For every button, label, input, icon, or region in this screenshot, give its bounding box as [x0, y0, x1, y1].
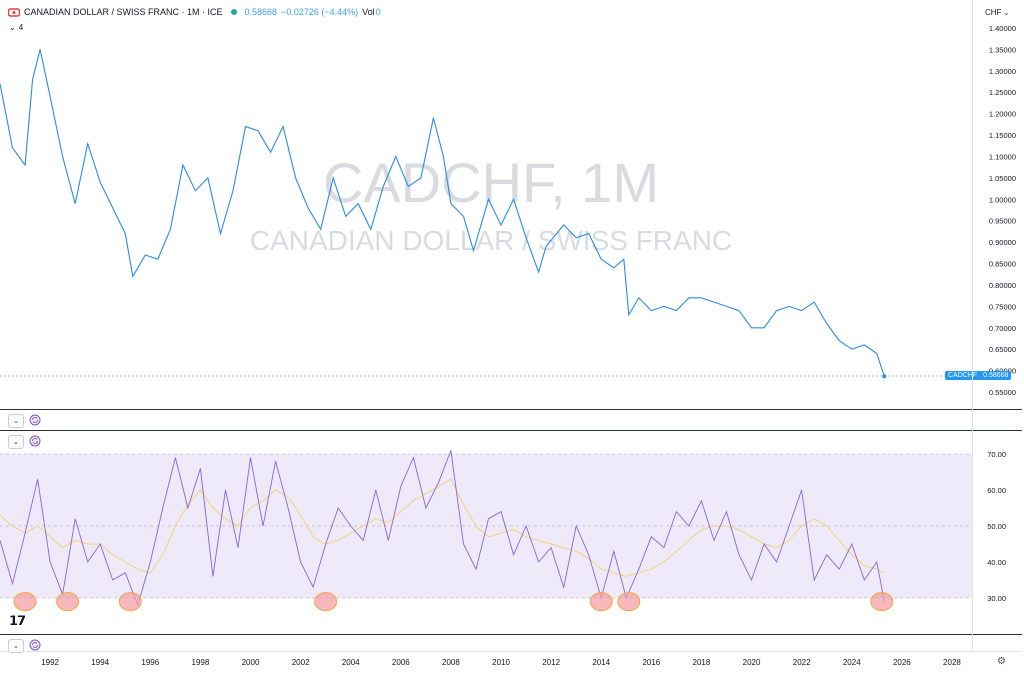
- rsi-line: [0, 450, 885, 607]
- pane-separator[interactable]: [0, 430, 1022, 431]
- time-tick-label: 2018: [693, 658, 711, 667]
- rsi-low-highlight: [870, 592, 894, 612]
- chart-legend: CANADIAN DOLLAR / SWISS FRANC · 1M · ICE…: [8, 7, 381, 17]
- price-series-line: [0, 49, 885, 377]
- pane-separator[interactable]: [0, 634, 1022, 635]
- indicators-toggle[interactable]: ⌄ 4: [9, 23, 23, 32]
- tradingview-logo-icon: [8, 8, 20, 17]
- price-tick-label: 1.30000: [989, 67, 1016, 76]
- collapse-pane-button[interactable]: ⌄: [8, 435, 24, 449]
- refresh-icon[interactable]: [29, 639, 41, 651]
- time-tick-label: 2012: [542, 658, 560, 667]
- symbol-title[interactable]: CANADIAN DOLLAR / SWISS FRANC · 1M · ICE: [24, 7, 223, 17]
- time-tick-label: 1994: [91, 658, 109, 667]
- chevron-down-icon: ⌄: [12, 437, 20, 446]
- price-tick-label: 0.75000: [989, 302, 1016, 311]
- currency-label: CHF: [985, 8, 1002, 17]
- rsi-tick-label: 30.00: [987, 594, 1006, 603]
- market-status-icon: [230, 9, 237, 15]
- volume-label: Vol: [362, 7, 375, 17]
- price-tick-label: 0.85000: [989, 260, 1016, 269]
- price-tick-label: 0.55000: [989, 388, 1016, 397]
- volume-value: 0: [375, 7, 381, 17]
- chevron-down-icon: ⌄: [12, 641, 20, 650]
- refresh-icon[interactable]: [29, 414, 41, 426]
- price-tick-label: 0.70000: [989, 324, 1016, 333]
- rsi-tick-label: 60.00: [987, 486, 1006, 495]
- time-tick-label: 2000: [242, 658, 260, 667]
- price-axis[interactable]: 1.40000 1.35000 1.30000 1.25000 1.20000 1.150…: [989, 24, 1016, 397]
- price-tick-label: 1.05000: [989, 174, 1016, 183]
- time-tick-label: 2004: [342, 658, 360, 667]
- price-tick-label: 1.40000: [989, 24, 1016, 33]
- price-change: −0.02726 (−4.44%): [281, 7, 359, 17]
- price-tick-label: 1.15000: [989, 131, 1016, 140]
- price-tick-label: 1.10000: [989, 152, 1016, 161]
- rsi-low-highlight: [118, 592, 142, 612]
- chevron-down-icon: ⌄: [12, 416, 20, 425]
- last-price: 0.58668: [244, 7, 278, 17]
- last-price-badge: CADCHF 0.58668: [945, 371, 1012, 380]
- time-axis[interactable]: 1992 1994 1996 1998 2000 2002 2004 2006 2008 2010…: [41, 658, 961, 667]
- price-tick-label: 1.20000: [989, 110, 1016, 119]
- last-price-dot: [882, 374, 887, 379]
- chevron-down-icon: ⌄: [9, 23, 16, 32]
- price-axis-divider: [972, 0, 973, 651]
- time-tick-label: 2016: [642, 658, 660, 667]
- price-tick-label: 1.25000: [989, 88, 1016, 97]
- pane-separator[interactable]: [0, 409, 1022, 410]
- time-tick-label: 1998: [192, 658, 210, 667]
- time-tick-label: 2002: [292, 658, 310, 667]
- price-tick-label: 0.95000: [989, 217, 1016, 226]
- price-tick-label: 1.35000: [989, 45, 1016, 54]
- time-tick-label: 1992: [41, 658, 59, 667]
- time-tick-label: 2008: [442, 658, 460, 667]
- rsi-axis[interactable]: 70.00 60.00 50.00 40.00 30.00: [0, 450, 1006, 603]
- price-tick-label: 0.65000: [989, 345, 1016, 354]
- time-tick-label: 2010: [492, 658, 510, 667]
- rsi-ma-line: [0, 478, 885, 577]
- time-tick-label: 2026: [893, 658, 911, 667]
- price-tick-label: 0.90000: [989, 238, 1016, 247]
- rsi-low-highlight: [617, 592, 641, 612]
- last-price-badge-symbol: CADCHF: [948, 372, 978, 379]
- rsi-low-highlight: [13, 592, 37, 612]
- indicators-count: 4: [18, 23, 24, 32]
- time-tick-label: 2028: [943, 658, 961, 667]
- time-tick-label: 2024: [843, 658, 861, 667]
- gear-icon[interactable]: ⚙: [997, 656, 1006, 667]
- rsi-low-highlight: [56, 592, 80, 612]
- rsi-low-highlight: [589, 592, 613, 612]
- rsi-tick-label: 40.00: [987, 558, 1006, 567]
- time-tick-label: 2014: [592, 658, 610, 667]
- time-tick-label: 2022: [793, 658, 811, 667]
- tradingview-watermark-icon[interactable]: 𝟭𝟳: [9, 613, 26, 628]
- last-price-badge-value: 0.58668: [983, 372, 1009, 379]
- chevron-down-icon[interactable]: ⌄: [1003, 8, 1010, 17]
- rsi-low-highlight: [314, 592, 338, 612]
- collapse-pane-button[interactable]: ⌄: [8, 639, 24, 653]
- time-tick-label: 1996: [141, 658, 159, 667]
- rsi-tick-label: 50.00: [987, 522, 1006, 531]
- refresh-icon[interactable]: [29, 435, 41, 447]
- price-tick-label: 0.80000: [989, 281, 1016, 290]
- rsi-tick-label: 70.00: [987, 450, 1006, 459]
- collapse-pane-button[interactable]: ⌄: [8, 414, 24, 428]
- time-tick-label: 2020: [743, 658, 761, 667]
- price-tick-label: 1.00000: [989, 195, 1016, 204]
- time-axis-divider: [0, 651, 1022, 652]
- watermark-name: CANADIAN DOLLAR / SWISS FRANC: [250, 225, 732, 256]
- time-tick-label: 2006: [392, 658, 410, 667]
